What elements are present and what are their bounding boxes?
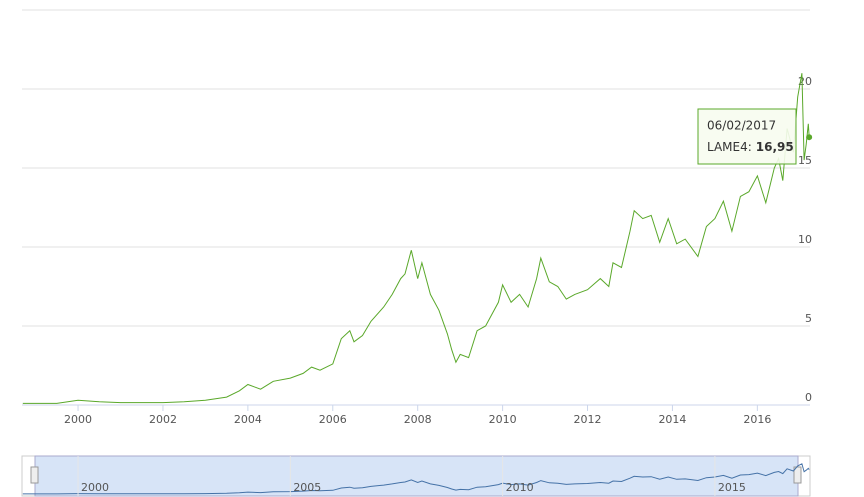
y-tick-label: 5 [805, 312, 812, 325]
navigator-tick-label: 2005 [293, 481, 321, 494]
navigator-handle[interactable] [30, 466, 39, 484]
x-tick-label: 2002 [149, 413, 177, 426]
tooltip-value: 16,95 [756, 140, 794, 154]
tooltip-label: LAME4: 16,95 [707, 140, 794, 154]
x-tick-label: 2000 [64, 413, 92, 426]
tooltip-series: LAME4: [707, 140, 752, 154]
y-tick-label: 10 [798, 233, 812, 246]
navigator-tick-label: 2015 [718, 481, 746, 494]
navigator-window[interactable] [34, 455, 799, 497]
tooltip-date: 06/02/2017 [707, 119, 776, 133]
y-tick-label: 15 [798, 154, 812, 167]
navigator-line [22, 463, 810, 495]
navigator-tick-label: 2000 [81, 481, 109, 494]
tooltip: 06/02/2017 LAME4: 16,95 [697, 108, 813, 165]
x-tick-label: 2008 [404, 413, 432, 426]
x-tick-label: 2016 [743, 413, 771, 426]
navigator-handle[interactable] [793, 466, 802, 484]
x-tick-label: 2014 [658, 413, 686, 426]
tooltip-box [697, 108, 797, 165]
x-tick-label: 2012 [574, 413, 602, 426]
x-tick-label: 2006 [319, 413, 347, 426]
tooltip-point [806, 134, 813, 141]
x-tick-label: 2010 [489, 413, 517, 426]
x-tick-label: 2004 [234, 413, 262, 426]
navigator-tick-label: 2010 [506, 481, 534, 494]
line [22, 73, 810, 404]
y-tick-label: 0 [805, 391, 812, 404]
